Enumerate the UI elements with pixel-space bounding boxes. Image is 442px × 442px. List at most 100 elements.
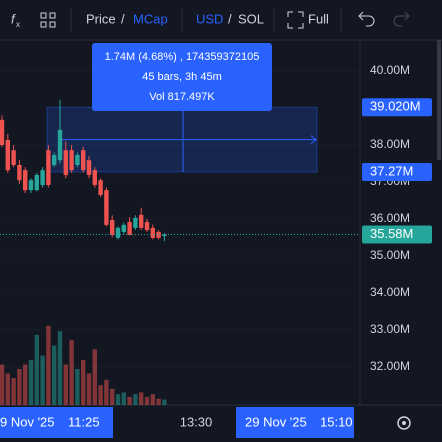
plot: 40.00M38.00M37.00M36.00M35.00M34.00M33.0… [0,43,432,405]
candle-body [139,214,144,228]
volume-bar [110,388,115,405]
candle-body [75,155,80,165]
candle-body [150,227,155,238]
scrollbar[interactable] [437,40,441,160]
volume-bar [115,394,121,405]
candle-body [34,174,39,191]
volume-bar [98,385,103,405]
volume-bar [150,394,155,405]
tooltip-text: 45 bars, 3h 45m [142,71,222,83]
time-label: 15:10 [320,414,353,429]
time-highlight [0,407,113,438]
candle-body [144,221,150,231]
time-highlight [236,407,354,438]
volume-bar [69,340,74,405]
y-tick-label: 36.00M [370,211,410,225]
candle-body [115,227,121,238]
volume-bar [57,331,63,405]
sol-toggle[interactable]: SOL [238,11,264,26]
y-tick-label: 38.00M [370,137,410,151]
candle-body [40,170,45,185]
volume-bar [81,360,86,405]
volume-bar [162,399,167,405]
candle-body [133,217,138,228]
settings-icon[interactable] [397,416,411,430]
marker-tag [362,98,432,117]
candle-body [52,155,57,165]
candle-body [156,231,161,238]
layout-icon[interactable] [40,12,56,28]
y-tick-label: 34.00M [370,285,410,299]
candle-body [127,221,132,235]
candle-body [11,150,16,165]
redo-icon[interactable] [393,11,410,27]
mcap-toggle[interactable]: MCap [133,11,168,26]
undo-icon[interactable] [358,11,375,27]
toolbar: f x Price / MCap USD / SOL Full [11,8,410,32]
price-toggle[interactable]: Price [86,11,116,26]
y-tick-label: 35.00M [370,248,410,262]
separator-slash: / [121,11,125,26]
volume-bar [40,355,45,405]
y-tick-label: 32.00M [370,359,410,373]
time-label: 9 Nov '25 [0,414,55,429]
y-tick-label: 40.00M [370,63,410,77]
volume-bar [86,373,92,405]
volume-bar [121,392,126,405]
candle-body [81,150,86,171]
volume-bar [63,364,68,405]
last-price-label: 35.58M [370,226,413,241]
volume-bar [133,394,138,405]
measure-arrow [60,135,317,145]
candle-body [46,150,51,185]
indicator-icon[interactable]: f [11,11,16,26]
volume-bar [11,378,16,405]
candle-body [57,129,63,161]
last-price-tag [362,225,432,244]
candle-body [23,170,28,191]
volume-bar [17,369,22,405]
volume-bar [5,373,10,405]
volume-bar [52,345,57,405]
usd-toggle[interactable]: USD [196,11,223,26]
time-label: 11:25 [68,414,100,429]
volume-bar [28,360,34,405]
volume-bar [75,369,80,405]
y-tick-label: 33.00M [370,322,410,336]
marker-label: 39.020M [370,99,421,114]
candle-body [98,180,103,195]
tooltip-text: 1.74M (4.68%) , 174359372105 [105,51,260,63]
full-button[interactable]: Full [308,11,329,26]
fullscreen-icon[interactable] [287,11,304,29]
marker-tag [362,163,432,182]
candle-body [92,170,97,185]
tooltip-text: Vol 817.497K [149,91,215,103]
candle-body [5,139,10,171]
volume-bar [0,364,5,405]
indicator-icon-x: x [16,20,20,29]
time-label: 29 Nov '25 [245,414,307,429]
candle-body [28,180,34,191]
volume-bar [144,396,150,405]
volume-bar [104,379,109,405]
settings-icon-dot [402,421,406,425]
volume-bar [46,325,51,405]
candle-body [162,234,167,236]
candle-body [63,150,68,175]
candle-body [86,160,92,175]
separator-slash: / [228,11,232,26]
volume-bar [34,334,39,405]
candle-body [104,190,109,225]
volume-bar [139,392,144,405]
volume-bar [127,396,132,405]
candle-body [17,164,22,181]
volume-bar [92,349,97,405]
marker-label: 37.27M [370,163,413,178]
candle-body [121,224,126,232]
candle-body [0,119,5,146]
candle-body [110,220,115,235]
volume-bar [23,364,28,405]
candle-body [69,150,74,171]
volume-bar [156,398,161,405]
